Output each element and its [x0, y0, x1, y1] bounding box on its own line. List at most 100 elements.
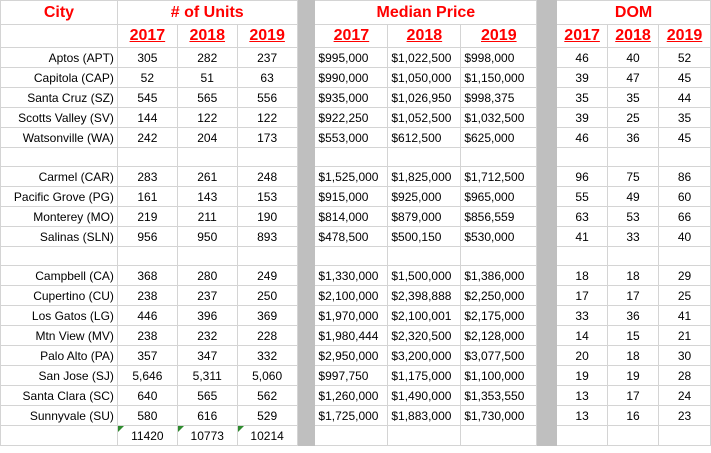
units-cell[interactable]: 248 [236, 166, 298, 187]
dom-cell[interactable]: 63 [556, 206, 609, 227]
dom-year-header[interactable]: 2019 [658, 24, 711, 48]
price-cell[interactable]: $1,500,000 [387, 265, 462, 286]
dom-year-header[interactable]: 2018 [607, 24, 659, 48]
dom-cell[interactable]: 18 [607, 265, 659, 286]
units-cell[interactable]: 529 [236, 405, 298, 426]
median-price-header[interactable]: Median Price [314, 0, 538, 25]
dom-cell[interactable]: 35 [607, 87, 659, 108]
city-cell[interactable]: Los Gatos (LG) [0, 305, 118, 326]
dom-cell[interactable]: 13 [556, 405, 609, 426]
dom-cell[interactable]: 19 [607, 365, 659, 386]
price-cell[interactable]: $625,000 [460, 127, 538, 148]
price-cell[interactable]: $2,100,001 [387, 305, 462, 326]
units-cell[interactable]: 332 [236, 345, 298, 366]
city-cell[interactable]: Palo Alto (PA) [0, 345, 118, 366]
dom-cell[interactable]: 66 [658, 206, 711, 227]
price-cell[interactable]: $998,375 [460, 87, 538, 108]
price-cell[interactable]: $990,000 [314, 67, 389, 88]
price-cell[interactable]: $500,150 [387, 226, 462, 247]
units-cell[interactable]: 562 [236, 385, 298, 406]
price-cell[interactable]: $3,200,000 [387, 345, 462, 366]
empty-cell[interactable] [0, 246, 118, 266]
units-cell[interactable]: 396 [176, 305, 238, 326]
city-cell[interactable]: Sunnyvale (SU) [0, 405, 118, 426]
units-cell[interactable]: 249 [236, 265, 298, 286]
dom-cell[interactable]: 60 [658, 186, 711, 207]
price-cell[interactable]: $1,712,500 [460, 166, 538, 187]
units-cell[interactable]: 368 [116, 265, 178, 286]
dom-cell[interactable]: 41 [658, 305, 711, 326]
dom-cell[interactable]: 17 [607, 285, 659, 306]
city-cell[interactable]: Scotts Valley (SV) [0, 107, 118, 128]
units-cell[interactable]: 219 [116, 206, 178, 227]
units-cell[interactable]: 369 [236, 305, 298, 326]
units-cell[interactable]: 51 [176, 67, 238, 88]
price-cell[interactable]: $2,398,888 [387, 285, 462, 306]
price-cell[interactable]: $1,883,000 [387, 405, 462, 426]
units-cell[interactable]: 357 [116, 345, 178, 366]
dom-cell[interactable]: 33 [607, 226, 659, 247]
price-cell[interactable]: $925,000 [387, 186, 462, 207]
empty-cell[interactable] [556, 246, 609, 266]
empty-cell[interactable] [460, 147, 538, 167]
city-cell[interactable]: Mtn View (MV) [0, 325, 118, 346]
dom-cell[interactable]: 49 [607, 186, 659, 207]
empty-cell[interactable] [236, 147, 298, 167]
units-cell[interactable]: 261 [176, 166, 238, 187]
price-cell[interactable]: $1,050,000 [387, 67, 462, 88]
dom-cell[interactable]: 18 [607, 345, 659, 366]
price-cell[interactable]: $530,000 [460, 226, 538, 247]
units-cell[interactable]: 238 [116, 325, 178, 346]
dom-cell[interactable]: 52 [658, 47, 711, 68]
dom-cell[interactable]: 40 [607, 47, 659, 68]
price-cell[interactable]: $3,077,500 [460, 345, 538, 366]
units-cell[interactable]: 173 [236, 127, 298, 148]
units-cell[interactable]: 282 [176, 47, 238, 68]
empty-cell[interactable] [387, 246, 462, 266]
units-cell[interactable]: 5,060 [236, 365, 298, 386]
price-cell[interactable]: $2,320,500 [387, 325, 462, 346]
units-cell[interactable]: 950 [176, 226, 238, 247]
units-cell[interactable]: 580 [116, 405, 178, 426]
dom-cell[interactable]: 24 [658, 385, 711, 406]
units-cell[interactable]: 237 [176, 285, 238, 306]
dom-cell[interactable]: 86 [658, 166, 711, 187]
dom-cell[interactable]: 14 [556, 325, 609, 346]
price-cell[interactable]: $2,950,000 [314, 345, 389, 366]
price-cell[interactable]: $856,559 [460, 206, 538, 227]
price-cell[interactable]: $2,100,000 [314, 285, 389, 306]
city-cell[interactable]: San Jose (SJ) [0, 365, 118, 386]
price-cell[interactable]: $2,128,000 [460, 325, 538, 346]
city-cell[interactable]: Aptos (APT) [0, 47, 118, 68]
empty-cell[interactable] [607, 147, 659, 167]
dom-cell[interactable]: 36 [607, 127, 659, 148]
dom-cell[interactable]: 17 [556, 285, 609, 306]
city-cell[interactable]: Carmel (CAR) [0, 166, 118, 187]
dom-cell[interactable]: 15 [607, 325, 659, 346]
price-cell[interactable]: $1,022,500 [387, 47, 462, 68]
city-cell[interactable]: Pacific Grove (PG) [0, 186, 118, 207]
price-cell[interactable]: $997,750 [314, 365, 389, 386]
empty-cell[interactable] [460, 246, 538, 266]
city-cell[interactable]: Santa Cruz (SZ) [0, 87, 118, 108]
dom-cell[interactable]: 45 [658, 67, 711, 88]
dom-cell[interactable]: 19 [556, 365, 609, 386]
units-cell[interactable]: 616 [176, 405, 238, 426]
units-cell[interactable]: 5,646 [116, 365, 178, 386]
price-cell[interactable]: $915,000 [314, 186, 389, 207]
price-cell[interactable]: $1,032,500 [460, 107, 538, 128]
price-cell[interactable]: $553,000 [314, 127, 389, 148]
units-total-cell[interactable]: 11420 [116, 425, 178, 446]
price-cell[interactable]: $935,000 [314, 87, 389, 108]
units-cell[interactable]: 153 [236, 186, 298, 207]
city-cell[interactable]: Campbell (CA) [0, 265, 118, 286]
price-cell[interactable]: $612,500 [387, 127, 462, 148]
price-cell[interactable]: $879,000 [387, 206, 462, 227]
units-cell[interactable]: 190 [236, 206, 298, 227]
price-cell[interactable]: $1,386,000 [460, 265, 538, 286]
dom-cell[interactable]: 45 [658, 127, 711, 148]
units-cell[interactable]: 347 [176, 345, 238, 366]
empty-cell[interactable] [607, 246, 659, 266]
price-cell[interactable]: $1,980,444 [314, 325, 389, 346]
empty-cell[interactable] [0, 425, 118, 446]
